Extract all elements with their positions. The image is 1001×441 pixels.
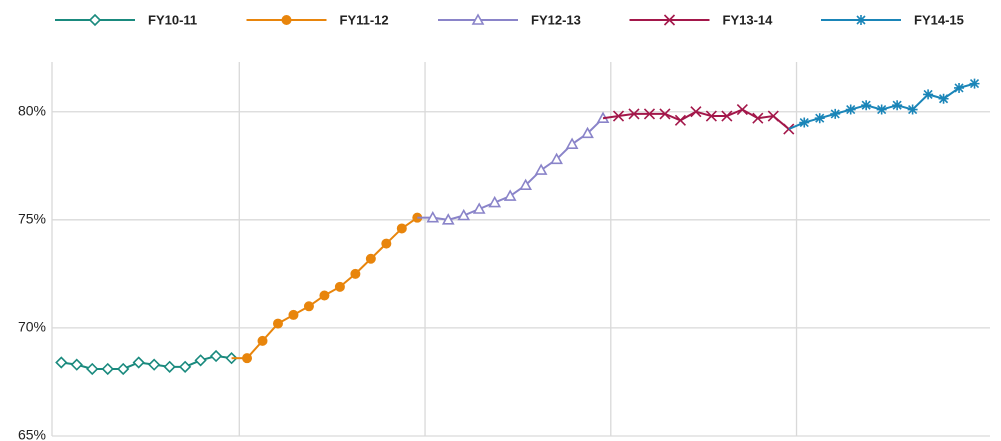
y-tick-label: 70% <box>18 319 46 335</box>
point <box>426 211 440 223</box>
point <box>303 301 314 312</box>
point <box>132 356 145 369</box>
legend-label: FY14-15 <box>914 12 964 27</box>
point <box>767 110 779 122</box>
point <box>288 309 299 320</box>
legend-label: FY10-11 <box>148 12 197 27</box>
y-tick-label: 75% <box>18 211 46 227</box>
point <box>628 108 640 120</box>
point <box>923 89 934 100</box>
point <box>938 93 949 104</box>
point <box>457 208 471 221</box>
legend-marker <box>663 14 676 26</box>
point <box>830 108 841 119</box>
point <box>534 163 548 175</box>
legend-label: FY12-13 <box>531 12 581 27</box>
point <box>381 238 392 249</box>
point <box>334 281 345 292</box>
point <box>845 104 856 115</box>
point <box>70 358 83 371</box>
point <box>752 112 764 124</box>
point <box>690 106 702 118</box>
point <box>257 335 268 346</box>
series-line <box>61 354 232 370</box>
point <box>117 362 130 376</box>
series-line <box>246 216 418 359</box>
point <box>396 223 407 234</box>
point <box>969 78 980 89</box>
legend-marker <box>471 13 485 25</box>
y-tick-label: 80% <box>18 102 46 118</box>
legend-label: FY13-14 <box>723 12 774 27</box>
point <box>242 353 253 364</box>
point <box>659 108 671 120</box>
connector <box>788 121 805 130</box>
y-tick-label: 65% <box>18 427 46 441</box>
point <box>721 110 733 122</box>
point <box>612 110 625 122</box>
legend-marker <box>88 13 102 27</box>
point <box>861 100 872 111</box>
point <box>907 104 918 115</box>
point <box>178 360 192 373</box>
point <box>876 104 887 115</box>
point <box>441 213 455 225</box>
point <box>101 362 114 376</box>
point <box>565 137 579 149</box>
point <box>209 349 223 363</box>
series-line <box>618 108 790 130</box>
point <box>799 117 810 128</box>
point <box>705 110 717 122</box>
point <box>488 195 502 208</box>
connector <box>602 115 619 120</box>
point <box>954 82 965 93</box>
point <box>225 352 238 365</box>
legend-marker <box>856 15 866 25</box>
series-line <box>803 82 975 124</box>
point <box>503 189 517 201</box>
point <box>814 113 825 124</box>
point <box>350 268 361 279</box>
point <box>519 178 533 191</box>
point <box>272 318 283 329</box>
point <box>163 360 176 373</box>
legend-label: FY11-12 <box>340 12 389 27</box>
point <box>86 362 99 376</box>
point <box>365 253 376 264</box>
point <box>472 202 486 214</box>
legend-marker <box>281 15 292 25</box>
point <box>550 152 563 165</box>
point <box>319 290 330 301</box>
point <box>581 126 594 139</box>
series-line <box>432 117 604 221</box>
point <box>736 103 748 116</box>
point <box>55 356 68 369</box>
point <box>148 358 161 371</box>
point <box>892 100 903 111</box>
point <box>674 114 686 126</box>
point <box>643 108 656 120</box>
point <box>194 354 207 367</box>
